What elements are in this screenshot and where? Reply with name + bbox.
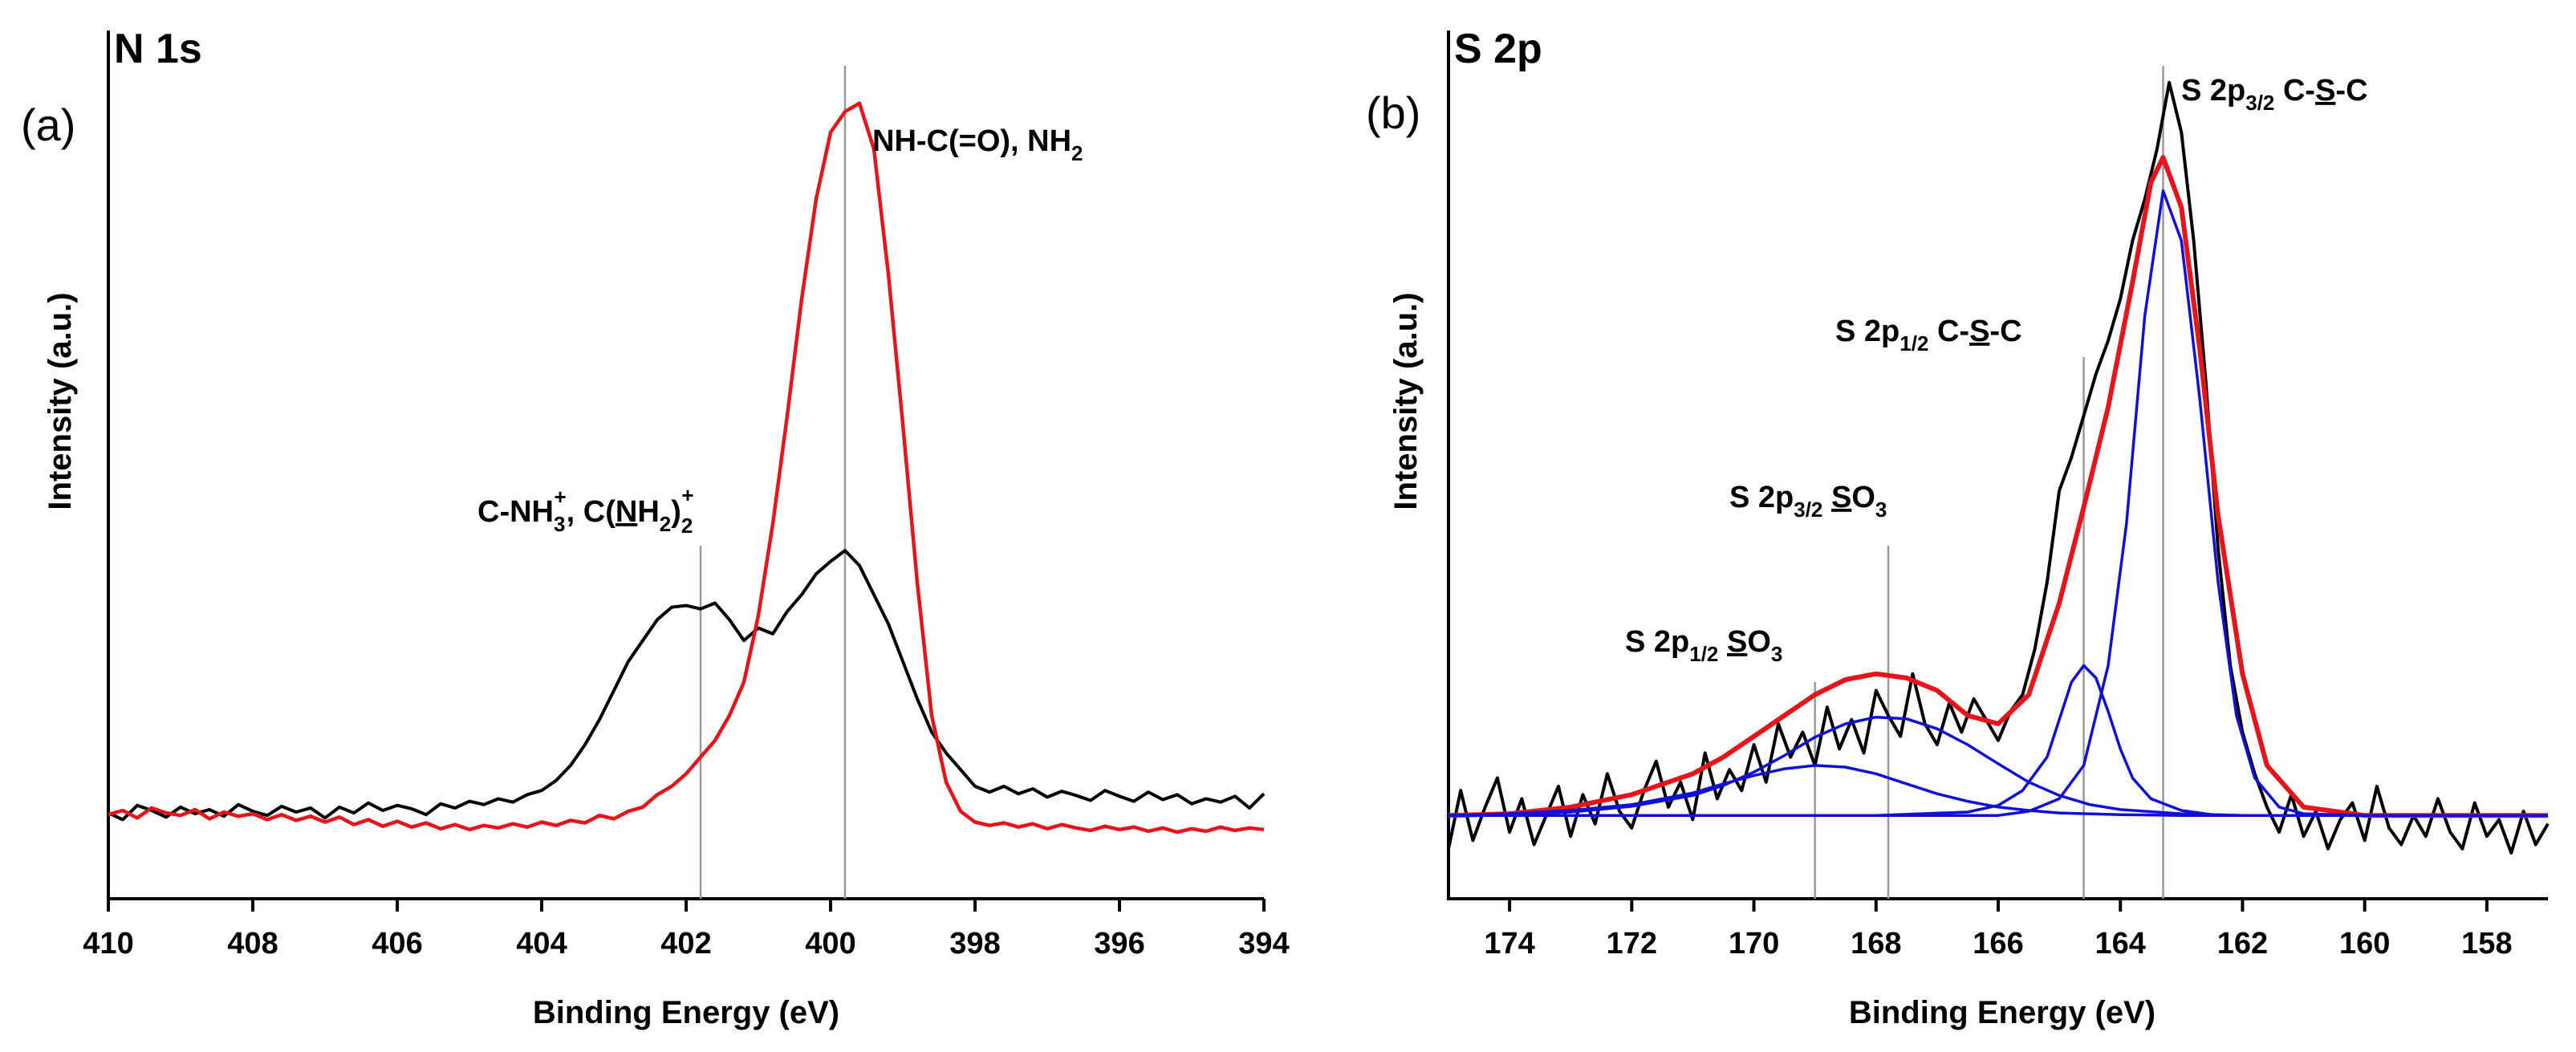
x-tick-label: 396: [1094, 927, 1144, 961]
x-tick-label: 168: [1851, 927, 1901, 961]
annotation-s2p32-csc: S 2p3/2 C-S-C: [2181, 74, 2368, 115]
x-tick-label: 404: [516, 927, 567, 961]
annotation-s2p12-so3: S 2p1/2 SO3: [1625, 625, 1782, 666]
series-line: [108, 101, 1265, 835]
panel-s2p: 174 172 170 168 166 164 162 160 158 S 2p (b) Bin…: [1366, 26, 2550, 1030]
x-ticks: 410 408 406 404 402 400 398 396 394: [83, 899, 1290, 961]
x-tick-label: 398: [949, 927, 1000, 961]
x-tick-label: 170: [1729, 927, 1779, 961]
x-tick-label: 400: [805, 927, 855, 961]
annotation-s2p32-so3: S 2p3/2 SO3: [1729, 481, 1887, 522]
series-line: [108, 549, 1266, 822]
reference-lines: [699, 66, 847, 899]
series-line-component: [1448, 764, 2548, 817]
x-tick-label: 406: [372, 927, 422, 961]
x-tick-label: 158: [2461, 927, 2512, 961]
panel-title: N 1s: [114, 26, 202, 72]
panel-letter: (b): [1366, 87, 1420, 138]
panel-title: S 2p: [1454, 26, 1542, 72]
annotation-s2p12-csc: S 2p1/2 C-S-C: [1835, 315, 2022, 355]
x-tick-label: 402: [660, 927, 711, 961]
x-tick-label: 410: [83, 927, 133, 961]
x-tick-label: 394: [1238, 927, 1289, 961]
reference-lines: [1814, 66, 2164, 899]
x-axis-title: Binding Energy (eV): [1849, 995, 2155, 1030]
x-tick-label: 172: [1607, 927, 1657, 961]
annotation-amide: NH-C(=O), NH2: [872, 124, 1083, 165]
annotation-nh3: C-NH3+, C(NH2)2+: [477, 483, 694, 538]
y-axis-title: Intensity (a.u.): [43, 292, 78, 510]
x-tick-label: 162: [2217, 927, 2268, 961]
x-tick-label: 408: [227, 927, 278, 961]
x-tick-label: 164: [2095, 927, 2146, 961]
series-line-component: [1448, 664, 2548, 817]
series-group: [108, 101, 1266, 835]
series-group: [1447, 80, 2550, 855]
y-axis-title: Intensity (a.u.): [1388, 292, 1424, 510]
series-line-component: [1448, 715, 2548, 817]
x-axis-title: Binding Energy (eV): [533, 995, 839, 1030]
x-tick-label: 160: [2339, 927, 2390, 961]
panel-n1s: 410 408 406 404 402 400 398 396 394 N 1s (a) Bin…: [21, 26, 1290, 1030]
series-line-raw: [1447, 80, 2550, 855]
series-line-component: [1448, 189, 2548, 817]
x-tick-label: 166: [1973, 927, 2023, 961]
series-line-envelope: [1448, 155, 2548, 818]
panel-letter: (a): [21, 100, 75, 150]
x-tick-label: 174: [1484, 927, 1534, 961]
x-ticks: 174 172 170 168 166 164 162 160 158: [1484, 899, 2513, 961]
